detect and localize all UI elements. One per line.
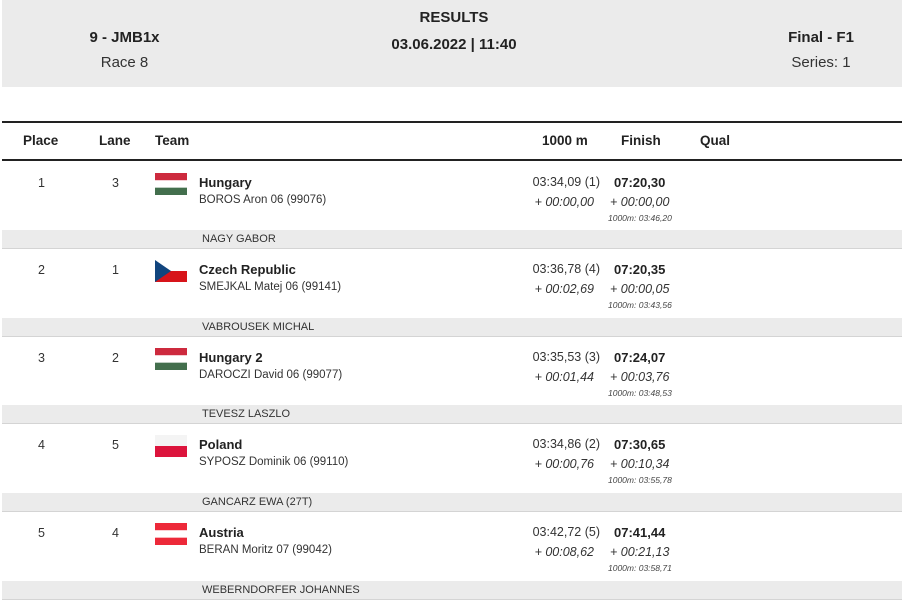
team-name: Hungary 2 — [199, 350, 263, 365]
czech-flag-icon — [155, 260, 187, 282]
finish-difference: + 00:21,13 — [610, 545, 670, 559]
column-team: Team — [155, 133, 190, 148]
coach-bar: NAGY GABOR — [2, 230, 902, 249]
team-name: Czech Republic — [199, 262, 296, 277]
team-name: Austria — [199, 525, 244, 540]
coach-bar: GANCARZ EWA (27T) — [2, 493, 902, 512]
coach-bar: VABROUSEK MICHAL — [2, 318, 902, 337]
split-difference: + 00:02,69 — [534, 282, 594, 296]
table-row: 2 1 Czech Republic SMEJKAL Matej 06 (991… — [2, 248, 902, 318]
lane-value: 1 — [112, 263, 119, 277]
crew-member: SMEJKAL Matej 06 (99141) — [199, 281, 342, 293]
place-value: 1 — [38, 176, 45, 190]
split-difference: + 00:00,00 — [534, 195, 594, 209]
finish-1000m-note: 1000m: 03:43,56 — [608, 300, 672, 310]
column-lane: Lane — [99, 133, 131, 148]
place-value: 3 — [38, 351, 45, 365]
lane-value: 4 — [112, 526, 119, 540]
coach-name: NAGY GABOR — [202, 233, 276, 245]
hungary-flag-icon — [155, 173, 187, 195]
table-row: 4 5 Poland SYPOSZ Dominik 06 (99110) 03:… — [2, 423, 902, 493]
lane-value: 2 — [112, 351, 119, 365]
finish-1000m-note: 1000m: 03:48,53 — [608, 388, 672, 398]
results-title-block: RESULTS 03.06.2022 | 11:40 — [302, 7, 606, 55]
finish-difference: + 00:03,76 — [610, 370, 670, 384]
place-value: 4 — [38, 438, 45, 452]
results-header: 9 - JMB1x Race 8 RESULTS 03.06.2022 | 11… — [2, 0, 902, 87]
finish-time: 07:30,65 — [614, 437, 666, 452]
split-time: 03:34,09 (1) — [532, 175, 600, 189]
table-header: Place Lane Team 1000 m Finish Qual — [2, 121, 902, 161]
split-difference: + 00:08,62 — [534, 545, 594, 559]
coach-name: GANCARZ EWA (27T) — [202, 496, 313, 508]
team-name: Hungary — [199, 175, 252, 190]
finish-difference: + 00:00,00 — [610, 195, 670, 209]
page-title: RESULTS — [419, 9, 489, 26]
split-time: 03:35,53 (3) — [532, 350, 600, 364]
table-row: 3 2 Hungary 2 DAROCZI David 06 (99077) 0… — [2, 336, 902, 406]
coach-bar: WEBERNDORFER JOHANNES — [2, 581, 902, 600]
austria-flag-icon — [155, 523, 187, 545]
split-difference: + 00:00,76 — [534, 457, 594, 471]
phase-name: Final - F1 — [788, 29, 854, 46]
place-value: 2 — [38, 263, 45, 277]
table-row: 5 4 Austria BERAN Moritz 07 (99042) 03:4… — [2, 511, 902, 581]
finish-1000m-note: 1000m: 03:46,20 — [608, 213, 672, 223]
finish-1000m-note: 1000m: 03:58,71 — [608, 563, 672, 573]
team-name: Poland — [199, 437, 243, 452]
table-row: 1 3 Hungary BOROS Aron 06 (99076) 03:34,… — [2, 161, 902, 231]
column-finish: Finish — [621, 133, 661, 148]
finish-difference: + 00:10,34 — [610, 457, 670, 471]
coach-bar: TEVESZ LASZLO — [2, 405, 902, 424]
finish-time: 07:24,07 — [614, 350, 666, 365]
series-number: Series: 1 — [791, 54, 851, 71]
finish-time: 07:41,44 — [614, 525, 666, 540]
coach-name: TEVESZ LASZLO — [202, 408, 291, 420]
coach-name: WEBERNDORFER JOHANNES — [202, 584, 360, 596]
crew-member: BOROS Aron 06 (99076) — [199, 194, 327, 206]
phase-info: Final - F1 Series: 1 — [740, 27, 902, 73]
crew-member: BERAN Moritz 07 (99042) — [199, 544, 332, 556]
finish-difference: + 00:00,05 — [610, 282, 670, 296]
split-time: 03:42,72 (5) — [532, 525, 600, 539]
finish-time: 07:20,30 — [614, 175, 666, 190]
place-value: 5 — [38, 526, 45, 540]
column-place: Place — [23, 133, 59, 148]
split-time: 03:34,86 (2) — [532, 437, 600, 451]
coach-name: VABROUSEK MICHAL — [202, 321, 315, 333]
event-name: 9 - JMB1x — [89, 29, 160, 46]
split-difference: + 00:01,44 — [534, 370, 594, 384]
split-time: 03:36,78 (4) — [532, 262, 600, 276]
column-qual: Qual — [700, 133, 731, 148]
race-number: Race 8 — [100, 54, 149, 71]
lane-value: 5 — [112, 438, 119, 452]
poland-flag-icon — [155, 435, 187, 457]
finish-time: 07:20,35 — [614, 262, 666, 277]
race-datetime: 03.06.2022 | 11:40 — [391, 36, 517, 53]
hungary-flag-icon — [155, 348, 187, 370]
finish-1000m-note: 1000m: 03:55,78 — [608, 475, 672, 485]
crew-member: SYPOSZ Dominik 06 (99110) — [199, 456, 349, 468]
lane-value: 3 — [112, 176, 119, 190]
event-info: 9 - JMB1x Race 8 — [2, 27, 247, 73]
crew-member: DAROCZI David 06 (99077) — [199, 369, 343, 381]
column-split: 1000 m — [542, 133, 588, 148]
